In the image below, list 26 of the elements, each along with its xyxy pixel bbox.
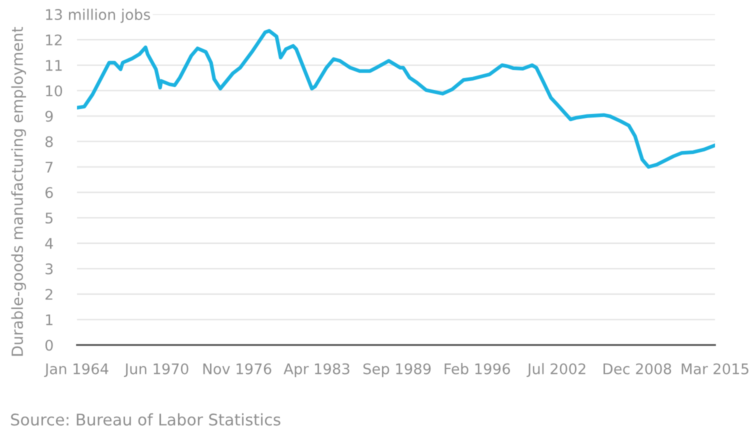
x-tick-label: Jun 1970 bbox=[124, 363, 188, 378]
y-tick-label: 7 bbox=[46, 162, 53, 172]
y-tick-label: 10 bbox=[46, 85, 62, 96]
x-tick-label: Nov 1976 bbox=[203, 363, 272, 374]
y-tick-label: 3 bbox=[46, 263, 53, 274]
line-series bbox=[77, 29, 715, 169]
x-tick-label: Jul 2002 bbox=[526, 363, 586, 378]
x-tick-label: Apr 1983 bbox=[284, 363, 350, 378]
y-tick-label: 5 bbox=[46, 212, 52, 224]
y-axis-title: Durable-goods manufacturing employment bbox=[11, 26, 26, 356]
x-tick-label: Dec 2008 bbox=[604, 363, 672, 374]
x-tick-label: Mar 2015 bbox=[682, 363, 748, 374]
y-tick-label: 13 million jobs bbox=[46, 8, 150, 23]
y-tick-label: 9 bbox=[45, 110, 53, 122]
x-tick-label: Feb 1996 bbox=[444, 363, 510, 374]
y-tick-label: 12 bbox=[46, 34, 62, 46]
y-tick-label: 0 bbox=[45, 340, 53, 351]
x-tick-label: Jan 1964 bbox=[44, 363, 108, 378]
source-note: Source: Bureau of Labor Statistics bbox=[11, 413, 280, 426]
y-tick-label: 8 bbox=[45, 136, 53, 148]
x-tick-label: Sep 1989 bbox=[363, 363, 431, 378]
y-tick-label: 1 bbox=[46, 314, 52, 326]
y-tick-label: 4 bbox=[45, 238, 53, 249]
y-tick-label: 6 bbox=[46, 187, 53, 198]
y-tick-label: 11 bbox=[46, 60, 62, 71]
y-tick-label: 2 bbox=[46, 288, 52, 300]
